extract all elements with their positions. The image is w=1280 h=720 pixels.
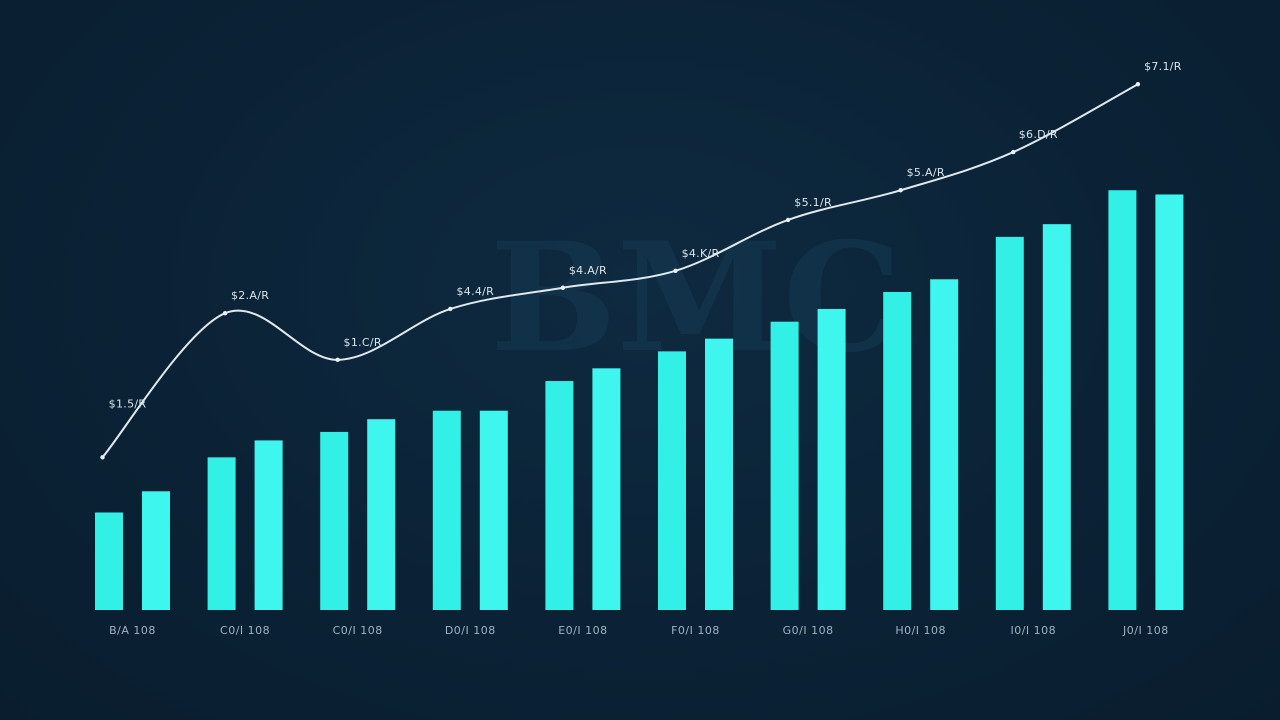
trend-line	[101, 83, 1139, 459]
bar-6-series-0	[770, 321, 799, 610]
bar-9-series-1	[1155, 194, 1184, 611]
point-label-2: $1.C/R	[344, 336, 382, 349]
category-label: H0/I 108	[895, 624, 946, 637]
trend-point-5	[673, 268, 678, 273]
bar-0-series-0	[95, 512, 123, 610]
point-label-6: $5.1/R	[794, 196, 832, 209]
point-labels-group: $1.5/R $2.A/R $1.C/R $4.4/R $4.A/R $4.K/R $5.1…	[109, 60, 1182, 410]
bar-7-series-1	[930, 279, 959, 610]
bar-2-series-1	[367, 419, 396, 610]
point-label-9: $7.1/R	[1144, 60, 1182, 73]
bar-1-series-1	[254, 440, 283, 610]
bar-7-series-0	[883, 292, 912, 610]
bar-8-series-0	[995, 236, 1024, 610]
bar-1-series-0	[207, 457, 236, 610]
bar-0-series-1	[142, 491, 170, 610]
bar-4-series-0	[545, 381, 574, 610]
point-label-0: $1.5/R	[109, 397, 147, 410]
bar-8-series-1	[1042, 224, 1071, 610]
point-label-4: $4.A/R	[569, 264, 607, 277]
trend-point-9	[1135, 82, 1141, 87]
category-label: E0/I 108	[558, 624, 607, 637]
bar-6-series-1	[817, 308, 846, 610]
category-label: D0/I 108	[445, 624, 496, 637]
bar-3-series-1	[479, 410, 508, 610]
bars-group	[95, 190, 1184, 611]
point-label-1: $2.A/R	[231, 289, 269, 302]
category-labels-group: B/A 108 C0/I 108 C0/I 108 D0/I 108 E0/I 108 F…	[109, 624, 1169, 637]
point-label-5: $4.K/R	[682, 247, 720, 260]
category-label: C0/I 108	[220, 624, 270, 637]
trend-point-8	[1011, 149, 1016, 155]
point-label-8: $6.D/R	[1019, 128, 1058, 141]
trend-point-1	[222, 311, 228, 316]
trend-line-group	[100, 82, 1141, 460]
bar-4-series-1	[592, 368, 621, 610]
trend-point-2	[335, 357, 340, 363]
bar-5-series-1	[705, 338, 733, 610]
category-label: G0/I 108	[783, 624, 834, 637]
category-label: J0/I 108	[1122, 624, 1169, 637]
trend-point-0	[100, 455, 105, 460]
bar-9-series-0	[1108, 190, 1137, 611]
trend-point-3	[448, 306, 453, 312]
category-label: C0/I 108	[333, 624, 383, 637]
category-label: I0/I 108	[1010, 624, 1056, 637]
trend-point-6	[785, 217, 791, 223]
bar-2-series-0	[320, 431, 349, 610]
category-label: F0/I 108	[671, 624, 720, 637]
bar-3-series-0	[432, 410, 461, 610]
point-label-3: $4.4/R	[456, 285, 494, 298]
bar-5-series-0	[658, 351, 686, 610]
trend-point-7	[898, 188, 903, 193]
category-label: B/A 108	[109, 624, 156, 637]
point-label-7: $5.A/R	[907, 166, 945, 179]
trend-point-4	[560, 285, 566, 290]
